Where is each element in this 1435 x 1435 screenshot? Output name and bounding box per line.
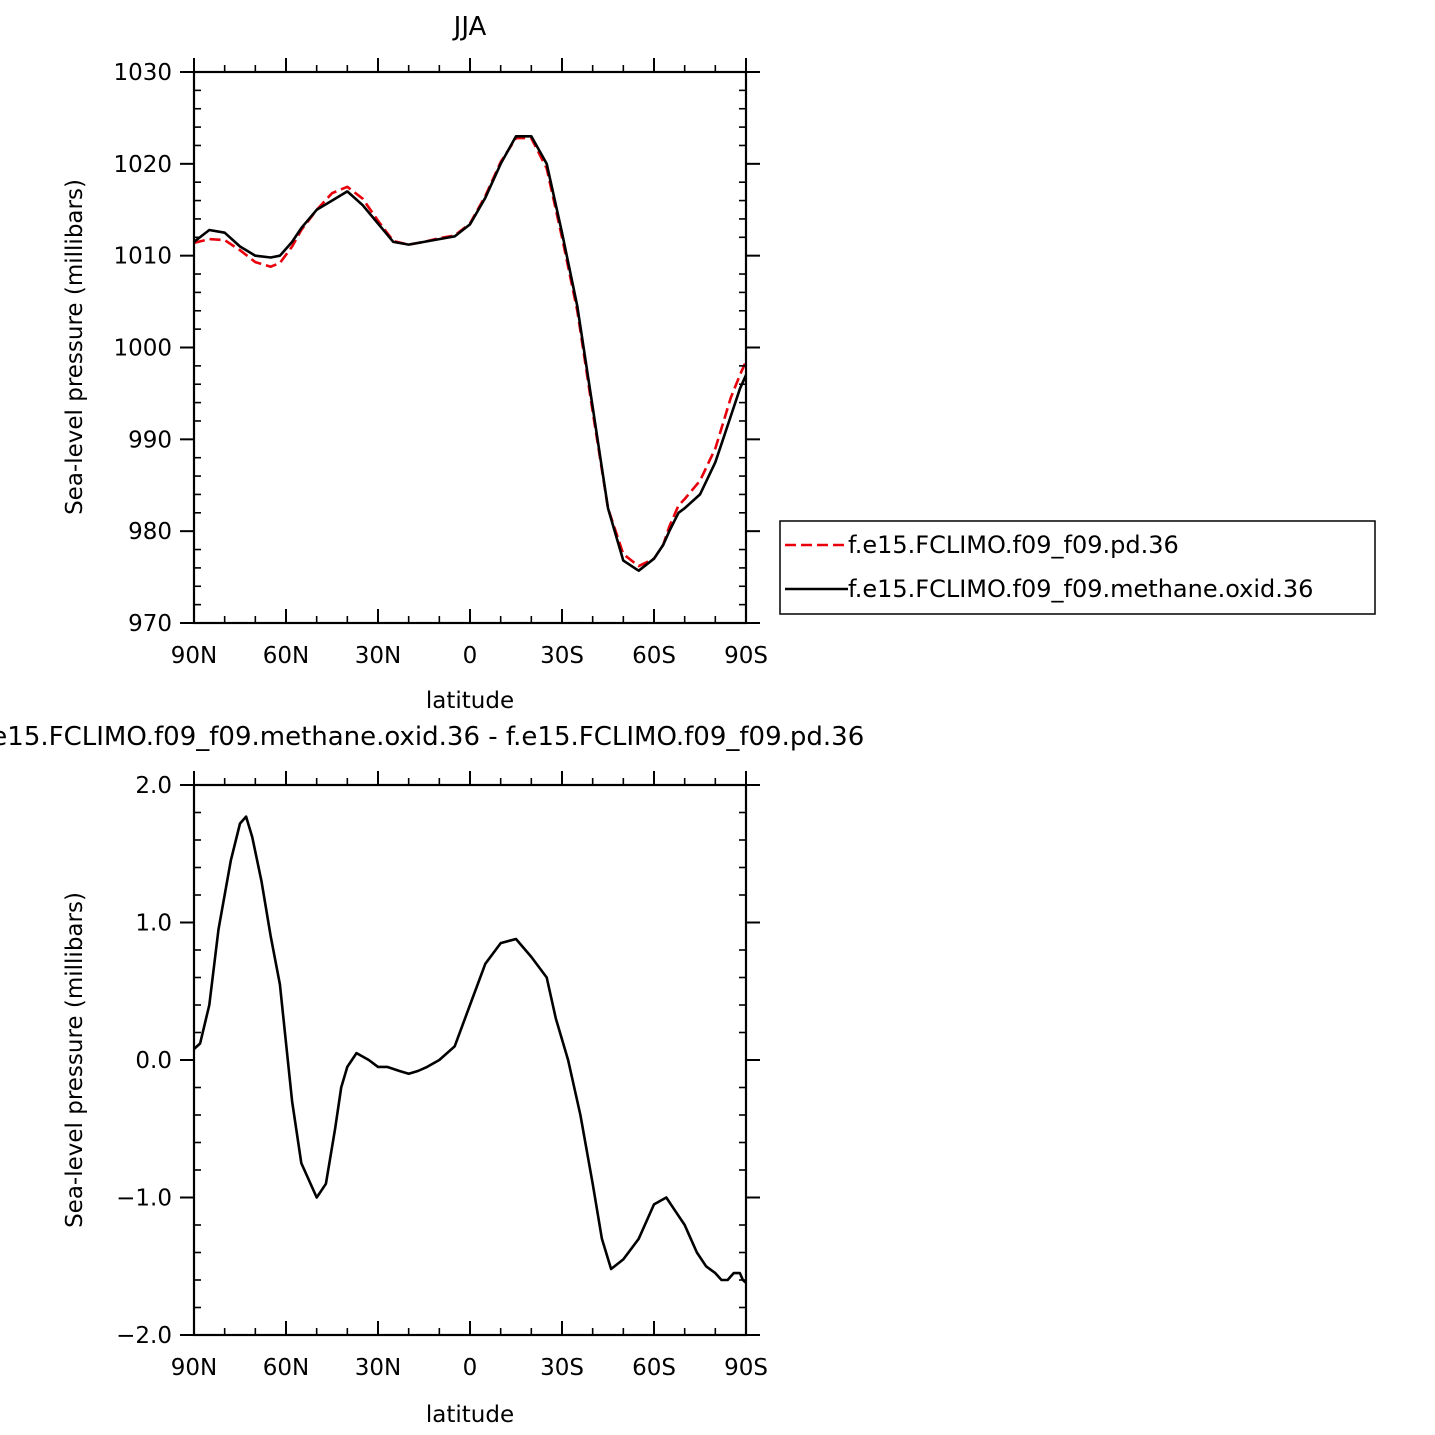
bottom-series-group [194,815,746,1284]
bottom-x-tick-label: 30N [355,1355,401,1381]
top-y-tick-label: 980 [128,519,172,545]
top-legend: f.e15.FCLIMO.f09_f09.pd.36 f.e15.FCLIMO.… [779,520,1376,615]
top-x-tick-label: 60N [263,643,309,669]
top-x-tick-label: 90N [171,643,217,669]
legend-label-pd: f.e15.FCLIMO.f09_f09.pd.36 [848,531,1179,559]
top-x-tick-label: 60S [632,643,676,669]
bottom-y-tick-label: −1.0 [116,1186,172,1212]
legend-label-methane: f.e15.FCLIMO.f09_f09.methane.oxid.36 [848,575,1313,603]
top-x-tick-label: 90S [724,643,768,669]
bottom-series-line-0 [194,815,746,1284]
top-series-group [194,135,746,572]
top-plot-frame [192,70,748,625]
bottom-panel: f.e15.FCLIMO.f09_f09.methane.oxid.36 - f… [0,722,864,1428]
top-x-tick-label: 30N [355,643,401,669]
bottom-panel-title: f.e15.FCLIMO.f09_f09.methane.oxid.36 - f… [0,722,864,752]
top-x-tick-label: 0 [463,643,478,669]
legend-box [779,520,1376,615]
top-y-tick-label: 1000 [113,336,172,362]
top-panel-title: JJA [452,12,487,42]
bottom-x-tick-label: 0 [463,1355,478,1381]
top-x-tick-label: 30S [540,643,584,669]
bottom-y-tick-label: 2.0 [135,773,172,799]
top-y-tick-label: 1010 [113,244,172,270]
top-series-line-1 [194,135,746,572]
bottom-x-tick-label: 90S [724,1355,768,1381]
top-y-tick-label: 990 [128,427,172,453]
top-series-line-0 [194,136,746,568]
top-ticks-group: 90N 60N 30N 0 30S 60S 90S 970 980 990 1000 1010 1020… [113,58,768,669]
bottom-x-tick-label: 30S [540,1355,584,1381]
bottom-y-tick-label: 1.0 [135,911,172,937]
top-x-axis-label: latitude [426,688,514,714]
top-y-tick-label: 1030 [113,60,172,86]
top-y-tick-label: 970 [128,611,172,637]
bottom-ticks-group: 90N 60N 30N 0 30S 60S 90S −2.0 −1.0 0.0 1.0 2.0 [116,771,768,1381]
top-panel: JJA 90N 60N 30N 0 30S 60S 90S 970 980 990 1000 1010… [62,12,1376,714]
bottom-y-tick-label: −2.0 [116,1323,172,1349]
bottom-x-tick-label: 60S [632,1355,676,1381]
bottom-x-tick-label: 60N [263,1355,309,1381]
bottom-y-axis-label: Sea-level pressure (millibars) [62,892,88,1228]
bottom-y-tick-label: 0.0 [135,1048,172,1074]
top-y-axis-label: Sea-level pressure (millibars) [62,179,88,515]
bottom-x-axis-label: latitude [426,1402,514,1428]
bottom-plot-frame [192,783,748,1337]
top-y-tick-label: 1020 [113,152,172,178]
bottom-x-tick-label: 90N [171,1355,217,1381]
